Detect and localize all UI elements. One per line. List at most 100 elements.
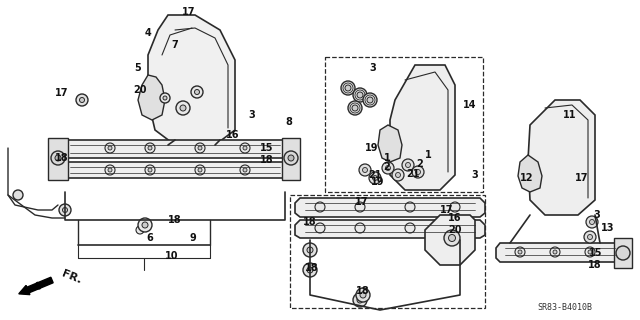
Circle shape [145,143,155,153]
Polygon shape [425,215,475,265]
Polygon shape [496,243,622,262]
Text: 15: 15 [589,248,603,258]
Circle shape [348,101,362,115]
Circle shape [588,235,593,239]
Circle shape [163,96,167,100]
Circle shape [396,172,401,178]
Circle shape [108,146,112,150]
Polygon shape [60,162,290,178]
Text: 18: 18 [356,286,370,296]
Polygon shape [295,220,485,238]
Text: 20: 20 [133,85,147,95]
Circle shape [449,235,456,242]
Circle shape [588,250,592,254]
Circle shape [345,85,351,91]
FancyArrow shape [19,277,53,295]
Text: 14: 14 [463,100,477,110]
Circle shape [307,267,313,273]
Circle shape [307,247,313,253]
Circle shape [369,172,381,184]
Text: 17: 17 [55,88,68,98]
Circle shape [59,204,71,216]
Text: 18: 18 [55,153,69,163]
Circle shape [363,93,377,107]
Polygon shape [518,155,542,192]
Circle shape [360,292,366,298]
Text: 21: 21 [368,170,381,180]
Circle shape [303,263,317,277]
Circle shape [176,101,190,115]
Circle shape [355,223,365,233]
Circle shape [359,164,371,176]
Circle shape [63,207,67,212]
Bar [325,57,483,192]
Circle shape [191,86,203,98]
Circle shape [589,220,595,225]
Circle shape [616,246,630,260]
Circle shape [195,165,205,175]
Circle shape [145,165,155,175]
Circle shape [367,97,373,103]
Circle shape [240,165,250,175]
Text: 17: 17 [355,197,369,207]
Circle shape [243,168,247,172]
Text: 16: 16 [448,213,461,223]
Text: 13: 13 [601,223,615,233]
Circle shape [553,250,557,254]
Circle shape [180,105,186,111]
Circle shape [402,159,414,171]
Circle shape [51,151,65,165]
Polygon shape [48,138,68,180]
Text: 18: 18 [260,155,274,165]
Text: 7: 7 [172,40,179,50]
Circle shape [405,223,415,233]
Text: 3: 3 [594,210,600,220]
Circle shape [55,155,61,161]
Polygon shape [138,75,165,120]
Circle shape [284,151,298,165]
Circle shape [382,162,394,174]
Circle shape [315,223,325,233]
Circle shape [315,202,325,212]
Circle shape [79,98,84,102]
Circle shape [515,247,525,257]
Text: 18: 18 [305,263,319,273]
Text: 21: 21 [406,169,420,179]
Text: 2: 2 [417,159,424,169]
Polygon shape [148,15,235,145]
Circle shape [550,247,560,257]
Circle shape [198,168,202,172]
Text: 17: 17 [182,7,196,17]
Polygon shape [390,65,455,190]
Text: 17: 17 [575,173,589,183]
Text: 11: 11 [563,110,577,120]
Circle shape [412,166,424,178]
Circle shape [584,231,596,243]
Circle shape [586,216,598,228]
Text: 4: 4 [145,28,152,38]
Text: 1: 1 [383,153,390,163]
Circle shape [353,88,367,102]
Text: SR83-B4010B: SR83-B4010B [538,303,593,313]
Circle shape [355,202,365,212]
Text: 1: 1 [424,150,431,160]
Circle shape [138,218,152,232]
Polygon shape [295,198,485,217]
Polygon shape [378,125,402,162]
Circle shape [444,230,460,246]
Circle shape [198,146,202,150]
Text: 5: 5 [134,63,141,73]
Circle shape [450,202,460,212]
Text: 20: 20 [448,225,461,235]
Text: 3: 3 [370,63,376,73]
Text: FR.: FR. [60,268,83,285]
Text: 9: 9 [189,233,196,243]
Text: 18: 18 [303,217,317,227]
Circle shape [105,165,115,175]
Circle shape [160,93,170,103]
Circle shape [195,90,200,94]
Circle shape [108,168,112,172]
Circle shape [385,165,390,171]
Text: 3: 3 [248,110,255,120]
Circle shape [136,226,144,234]
